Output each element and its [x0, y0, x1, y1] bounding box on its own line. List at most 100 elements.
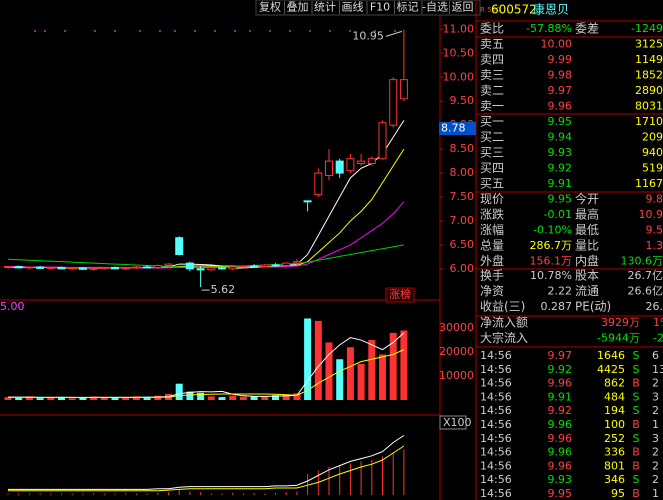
- marker-dot: [64, 30, 66, 32]
- row-label: 买一: [480, 115, 504, 129]
- marker-row: [34, 30, 396, 32]
- row-value: 1167: [635, 177, 663, 190]
- candle-body: [357, 160, 366, 164]
- row-value: 26.: [646, 300, 663, 313]
- volume-bar: [100, 397, 108, 400]
- trade-side: S: [633, 404, 640, 417]
- volume-bar: [379, 354, 386, 400]
- row-label: 现价: [480, 192, 504, 206]
- row-label: 买二: [480, 130, 504, 144]
- toolbar-button[interactable]: 叠加: [287, 1, 309, 14]
- y-tick-label: 30000: [439, 321, 474, 334]
- row-value: 1852: [635, 69, 663, 82]
- trade-volume: 194: [604, 404, 625, 417]
- volume-bar: [186, 391, 194, 400]
- trade-time: 14:56: [480, 432, 512, 445]
- candle-body: [239, 265, 248, 268]
- row-value: 9.8: [646, 193, 663, 206]
- trade-volume: 1646: [597, 349, 625, 362]
- toolbar-button[interactable]: F10: [370, 1, 390, 14]
- volume-bar: [207, 396, 215, 400]
- row-value: 8031: [635, 100, 663, 113]
- marker-dot: [114, 30, 116, 32]
- trade-price: 9.92: [548, 404, 573, 417]
- y-tick-label: 10.50: [443, 46, 475, 59]
- row-value: -0.01: [544, 208, 572, 221]
- volume-bar: [132, 396, 140, 400]
- marker-dot: [139, 30, 141, 32]
- trade-price: 9.96: [548, 432, 573, 445]
- row-value: 209: [642, 131, 663, 144]
- toolbar-button[interactable]: 返回: [452, 1, 474, 14]
- row-value: 1%: [653, 316, 663, 329]
- row-label: 外盘: [480, 253, 504, 268]
- toolbar-button[interactable]: 标记: [397, 0, 419, 14]
- toolbar-button[interactable]: -自选: [422, 1, 448, 14]
- toolbar-button[interactable]: 画线: [342, 0, 364, 14]
- candle-body: [260, 264, 269, 267]
- row-value: 9.95: [548, 193, 573, 206]
- trade-side: B: [632, 459, 640, 472]
- candle-body: [153, 265, 162, 268]
- volume-bar: [272, 395, 279, 400]
- volume-bar: [36, 398, 44, 400]
- marker-dot: [329, 30, 331, 32]
- row-value: -0.10%: [533, 224, 572, 237]
- candle-body: [271, 264, 280, 267]
- volume-ma: [8, 349, 405, 398]
- row-value: 10.00: [541, 38, 573, 51]
- row-value: 0.287: [541, 300, 573, 313]
- row-label: 净流入额: [480, 316, 528, 330]
- row-label: 今开: [575, 191, 599, 206]
- row-value: 9.91: [548, 177, 573, 190]
- trade-price: 9.93: [548, 473, 573, 486]
- candle-body: [68, 267, 77, 270]
- marker-dot: [34, 30, 36, 32]
- row-value: -1249: [631, 22, 663, 35]
- row-label: 委差: [575, 22, 599, 36]
- row-value: 3929万: [601, 316, 640, 329]
- volume-bar: [58, 396, 65, 400]
- row-label: 收益(三): [480, 300, 525, 314]
- trade-price: 9.91: [548, 390, 573, 403]
- moving-average: [7, 244, 404, 269]
- row-value: 9.98: [548, 69, 573, 82]
- candle-body: [89, 267, 98, 270]
- y-tick-label: 8.00: [450, 166, 475, 179]
- row-value: 9.95: [548, 115, 573, 128]
- trade-count: 6: [652, 349, 659, 362]
- trade-price: 9.95: [548, 487, 573, 500]
- trade-side: B: [632, 487, 640, 500]
- row-value: 9.94: [548, 131, 573, 144]
- row-value: -2%: [653, 332, 663, 345]
- volume-bar: [229, 395, 237, 400]
- badge: R 500: [480, 6, 500, 14]
- row-value: -5944万: [597, 332, 640, 345]
- row-value: 26.6亿: [628, 285, 663, 298]
- volume-bar: [175, 383, 183, 400]
- row-value: 2.22: [548, 285, 573, 298]
- stock-code: 600572: [491, 3, 537, 17]
- row-label: 买五: [480, 177, 504, 191]
- trade-volume: 484: [604, 390, 625, 403]
- trade-count: 3: [652, 432, 659, 445]
- marker-dot: [234, 30, 236, 32]
- trade-time: 14:56: [480, 349, 512, 362]
- row-value: 519: [642, 162, 663, 175]
- toolbar-button[interactable]: 复权: [259, 0, 281, 14]
- candle-body: [111, 266, 119, 270]
- trade-count: 3: [652, 390, 659, 403]
- marker-dot: [194, 30, 196, 32]
- candle-body: [314, 172, 323, 196]
- y-tick-label: 7.50: [450, 190, 475, 203]
- volume-bar: [336, 359, 344, 400]
- row-value: 940: [642, 146, 663, 159]
- row-value: 156.1万: [530, 255, 573, 268]
- trade-time: 14:56: [480, 377, 512, 390]
- volume-bar: [357, 364, 365, 400]
- toolbar-button[interactable]: 统计: [314, 1, 336, 14]
- row-value: 1.3: [646, 239, 663, 252]
- row-value: 26.7亿: [628, 269, 663, 282]
- candle-body: [196, 268, 205, 271]
